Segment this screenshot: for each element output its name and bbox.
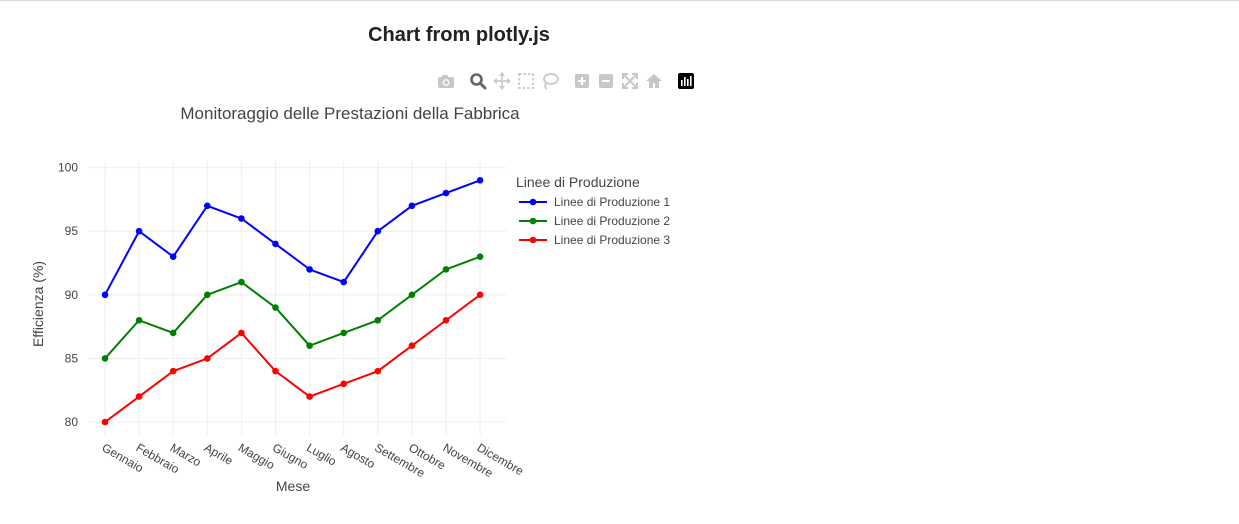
data-point[interactable]: [340, 380, 348, 388]
series-line: [104, 179, 481, 296]
data-point[interactable]: [272, 240, 279, 248]
data-point[interactable]: [204, 291, 211, 299]
y-axis-title: Efficienza (%): [30, 261, 46, 347]
data-point[interactable]: [101, 291, 109, 299]
y-tick-label: 90: [65, 288, 79, 302]
y-tick-label: 95: [65, 224, 79, 238]
data-point[interactable]: [408, 342, 416, 349]
zoom-in-icon[interactable]: [572, 71, 592, 91]
data-point[interactable]: [374, 227, 382, 235]
legend-item[interactable]: Linee di Produzione 2: [519, 214, 670, 228]
data-point[interactable]: [374, 367, 382, 375]
legend-item[interactable]: Linee di Produzione 3: [519, 233, 670, 247]
x-tick-label: Luglio: [304, 440, 339, 468]
pan-icon[interactable]: [492, 71, 512, 91]
legend-label: Linee di Produzione 2: [554, 214, 670, 228]
home-icon[interactable]: [644, 71, 664, 91]
series-line: [104, 294, 481, 423]
data-point[interactable]: [238, 278, 245, 286]
y-tick-label: 85: [65, 351, 79, 365]
data-point[interactable]: [101, 418, 109, 426]
autoscale-icon[interactable]: [620, 71, 640, 91]
data-point[interactable]: [442, 266, 450, 273]
data-point[interactable]: [169, 253, 177, 260]
lasso-select-icon[interactable]: [540, 71, 560, 91]
x-tick-label: Maggio: [236, 440, 277, 472]
legend-marker: [529, 217, 537, 225]
y-tick-labels: 80 85 90 95 100: [58, 161, 78, 429]
legend-label: Linee di Produzione 1: [554, 195, 670, 209]
plotly-logo-icon[interactable]: [676, 71, 696, 91]
box-select-icon[interactable]: [516, 71, 536, 91]
data-point[interactable]: [306, 393, 313, 400]
data-point[interactable]: [101, 355, 109, 362]
legend-item[interactable]: Linee di Produzione 1: [519, 195, 670, 209]
data-point[interactable]: [272, 304, 279, 311]
data-point[interactable]: [204, 202, 211, 210]
data-point[interactable]: [135, 393, 143, 400]
data-point[interactable]: [135, 316, 143, 324]
x-tick-label: Giugno: [270, 440, 311, 472]
data-point[interactable]: [306, 266, 313, 273]
legend-title: Linee di Produzione: [516, 174, 640, 190]
data-point[interactable]: [442, 189, 450, 197]
y-tick-label: 100: [58, 161, 78, 175]
data-point[interactable]: [408, 202, 416, 210]
x-tick-label: Agosto: [338, 440, 378, 471]
data-point[interactable]: [476, 253, 484, 260]
camera-icon[interactable]: [436, 71, 456, 91]
data-point[interactable]: [476, 291, 484, 299]
data-point[interactable]: [442, 316, 450, 324]
data-point[interactable]: [374, 316, 382, 324]
data-point[interactable]: [135, 227, 143, 235]
data-point[interactable]: [169, 367, 177, 375]
legend-marker: [529, 198, 537, 206]
grid-lines: [88, 160, 506, 436]
zoom-icon[interactable]: [468, 71, 488, 91]
data-point[interactable]: [204, 355, 211, 362]
zoom-out-icon[interactable]: [596, 71, 616, 91]
page-title: Chart from plotly.js: [368, 24, 550, 46]
data-point[interactable]: [306, 342, 313, 349]
data-point[interactable]: [340, 329, 348, 337]
data-point[interactable]: [476, 177, 484, 184]
data-point[interactable]: [238, 329, 245, 337]
y-tick-label: 80: [65, 415, 79, 429]
series-layer: [101, 177, 484, 426]
legend-marker: [529, 236, 537, 244]
data-point[interactable]: [238, 215, 245, 222]
page-top-border: [0, 0, 1239, 1]
data-point[interactable]: [340, 278, 348, 286]
x-axis-title: Mese: [276, 478, 310, 494]
data-point[interactable]: [272, 367, 279, 375]
x-tick-label: Aprile: [202, 440, 236, 468]
data-point[interactable]: [169, 329, 177, 337]
legend-label: Linee di Produzione 3: [554, 233, 670, 247]
series-line: [104, 255, 481, 360]
legend: Linee di Produzione Linee di Produzione …: [516, 174, 670, 247]
data-point[interactable]: [408, 291, 416, 299]
chart-title: Monitoraggio delle Prestazioni della Fab…: [180, 104, 520, 123]
